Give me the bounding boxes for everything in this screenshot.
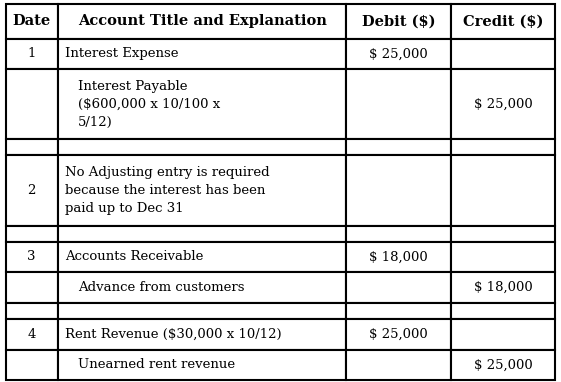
Bar <box>451 303 555 319</box>
Bar <box>58 303 347 319</box>
Bar <box>58 69 347 139</box>
Bar <box>347 242 451 272</box>
Text: Interest Payable
($600,000 x 10/100 x
5/12): Interest Payable ($600,000 x 10/100 x 5/… <box>78 80 220 129</box>
Text: $ 25,000: $ 25,000 <box>369 328 428 341</box>
Text: Rent Revenue ($30,000 x 10/12): Rent Revenue ($30,000 x 10/12) <box>65 328 282 341</box>
Text: $ 18,000: $ 18,000 <box>474 281 532 294</box>
Bar <box>451 242 555 272</box>
Bar <box>6 303 58 319</box>
Text: 2: 2 <box>27 184 36 197</box>
Text: $ 25,000: $ 25,000 <box>474 98 532 111</box>
Bar <box>58 272 347 303</box>
Text: 1: 1 <box>27 47 36 60</box>
Bar <box>451 39 555 69</box>
Bar <box>58 39 347 69</box>
Bar <box>451 69 555 139</box>
Bar <box>451 225 555 242</box>
Bar <box>6 155 58 225</box>
Bar <box>451 155 555 225</box>
Text: 4: 4 <box>27 328 36 341</box>
Bar <box>6 319 58 350</box>
Text: Debit ($): Debit ($) <box>362 14 435 28</box>
Bar <box>347 303 451 319</box>
Bar <box>347 139 451 155</box>
Text: Unearned rent revenue: Unearned rent revenue <box>78 358 235 371</box>
Bar <box>6 69 58 139</box>
Bar <box>6 225 58 242</box>
Text: $ 25,000: $ 25,000 <box>369 47 428 60</box>
Text: Date: Date <box>12 14 51 28</box>
Text: No Adjusting entry is required
because the interest has been
paid up to Dec 31: No Adjusting entry is required because t… <box>65 166 270 215</box>
Bar <box>58 139 347 155</box>
Bar <box>451 139 555 155</box>
Bar <box>6 4 58 39</box>
Bar <box>347 155 451 225</box>
Text: $ 18,000: $ 18,000 <box>369 251 428 264</box>
Bar <box>347 272 451 303</box>
Bar <box>6 272 58 303</box>
Bar <box>58 4 347 39</box>
Bar <box>347 69 451 139</box>
Text: Credit ($): Credit ($) <box>463 14 544 28</box>
Text: Account Title and Explanation: Account Title and Explanation <box>78 14 327 28</box>
Bar <box>58 155 347 225</box>
Text: 3: 3 <box>27 251 36 264</box>
Bar <box>58 242 347 272</box>
Bar <box>347 225 451 242</box>
Bar <box>451 272 555 303</box>
Bar <box>6 242 58 272</box>
Bar <box>451 319 555 350</box>
Bar <box>58 319 347 350</box>
Bar <box>6 139 58 155</box>
Bar <box>6 350 58 380</box>
Bar <box>347 4 451 39</box>
Bar <box>347 319 451 350</box>
Bar <box>451 350 555 380</box>
Bar <box>6 39 58 69</box>
Bar <box>58 225 347 242</box>
Bar <box>58 350 347 380</box>
Text: Accounts Receivable: Accounts Receivable <box>65 251 204 264</box>
Text: Advance from customers: Advance from customers <box>78 281 245 294</box>
Text: Interest Expense: Interest Expense <box>65 47 178 60</box>
Bar <box>451 4 555 39</box>
Text: $ 25,000: $ 25,000 <box>474 358 532 371</box>
Bar <box>347 350 451 380</box>
Bar <box>347 39 451 69</box>
